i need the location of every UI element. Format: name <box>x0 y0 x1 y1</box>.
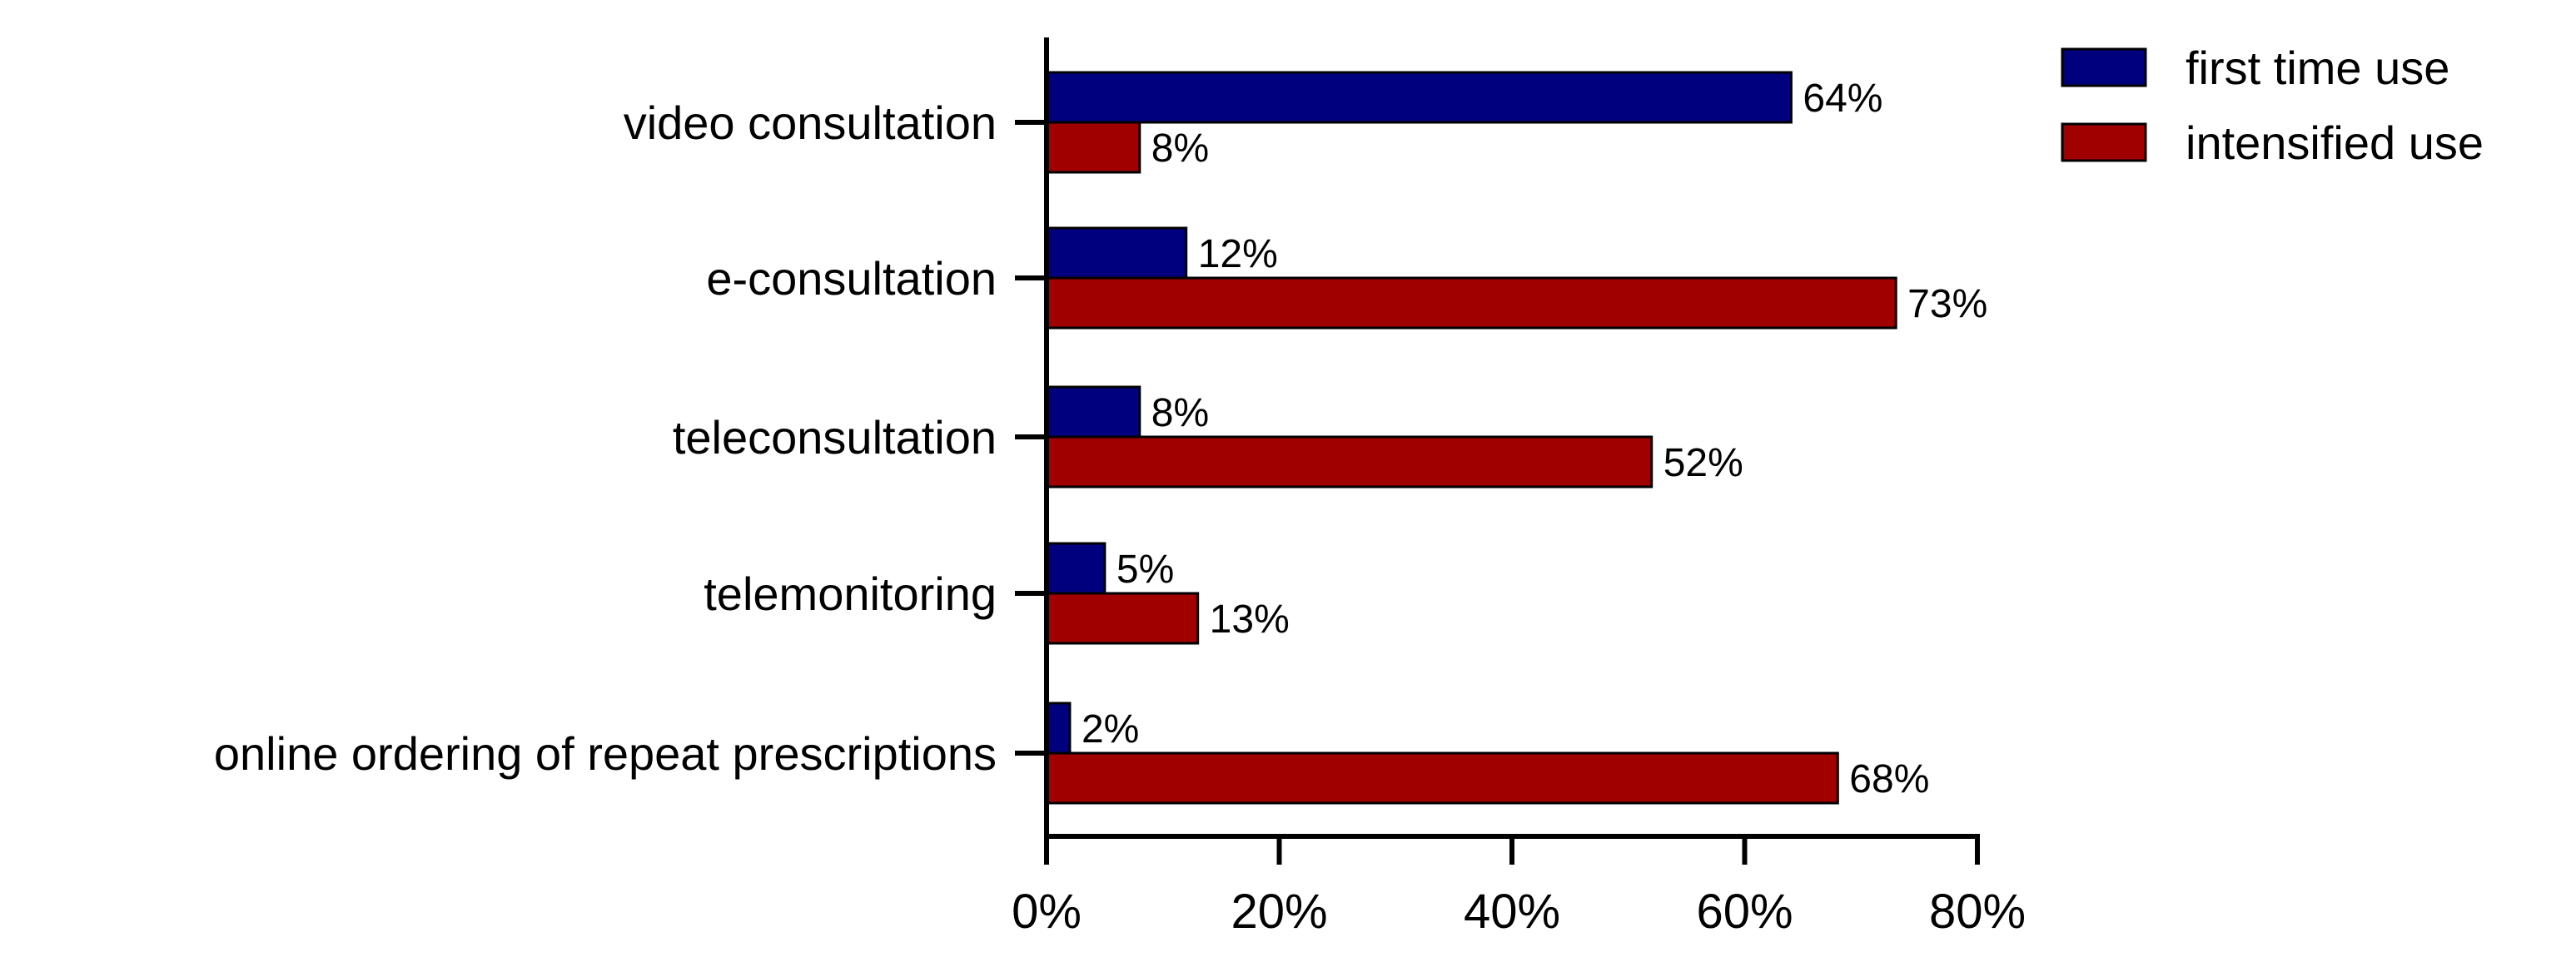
value-labels-group: 64% 8% 12% 73% 8% 52% 5% 13% 2% 68% <box>1082 77 1987 801</box>
value-label-intensified-use-1: 73% <box>1907 282 1987 326</box>
category-label-0: video consultation <box>624 97 997 149</box>
value-label-intensified-use-0: 8% <box>1151 126 1209 171</box>
category-label-3: telemonitoring <box>704 568 997 620</box>
category-label-2: teleconsultation <box>673 411 997 464</box>
legend-label-first-time-use: first time use <box>2186 42 2449 94</box>
x-tick-label-2: 40% <box>1464 885 1560 939</box>
category-label-4: online ordering of repeat prescriptions <box>214 727 997 780</box>
bar-first-time-use-1 <box>1045 226 1188 280</box>
value-label-first-time-use-0: 64% <box>1803 77 1882 121</box>
bar-intensified-use-2 <box>1045 435 1654 488</box>
legend-swatch-first-time-use <box>2061 47 2147 87</box>
y-axis: video consultation e-consultation telecons… <box>214 37 1049 839</box>
bar-first-time-use-3 <box>1045 542 1106 595</box>
category-label-1: e-consultation <box>706 252 997 305</box>
x-axis: 0% 20% 40% 60% 80% <box>1012 834 2026 939</box>
x-tick-label-0: 0% <box>1012 885 1082 939</box>
bar-intensified-use-3 <box>1045 592 1200 645</box>
value-label-first-time-use-3: 5% <box>1116 548 1174 592</box>
bar-first-time-use-0 <box>1045 71 1793 124</box>
legend: first time use intensified use <box>2061 42 2484 169</box>
value-label-first-time-use-1: 12% <box>1198 232 1278 276</box>
bars-group <box>1045 71 1897 805</box>
value-label-first-time-use-4: 2% <box>1082 707 1139 751</box>
value-label-intensified-use-2: 52% <box>1663 441 1743 485</box>
legend-swatch-intensified-use <box>2061 122 2147 162</box>
value-label-intensified-use-4: 68% <box>1849 757 1929 801</box>
value-label-intensified-use-3: 13% <box>1210 598 1290 642</box>
value-label-first-time-use-2: 8% <box>1151 391 1209 435</box>
bar-intensified-use-1 <box>1045 276 1897 330</box>
x-tick-label-3: 60% <box>1696 885 1793 939</box>
x-tick-label-4: 80% <box>1929 885 2026 939</box>
bar-first-time-use-4 <box>1045 702 1072 755</box>
bar-intensified-use-0 <box>1045 121 1141 174</box>
bar-first-time-use-2 <box>1045 385 1141 439</box>
legend-label-intensified-use: intensified use <box>2186 117 2484 169</box>
bar-intensified-use-4 <box>1045 751 1839 805</box>
x-tick-label-1: 20% <box>1231 885 1327 939</box>
